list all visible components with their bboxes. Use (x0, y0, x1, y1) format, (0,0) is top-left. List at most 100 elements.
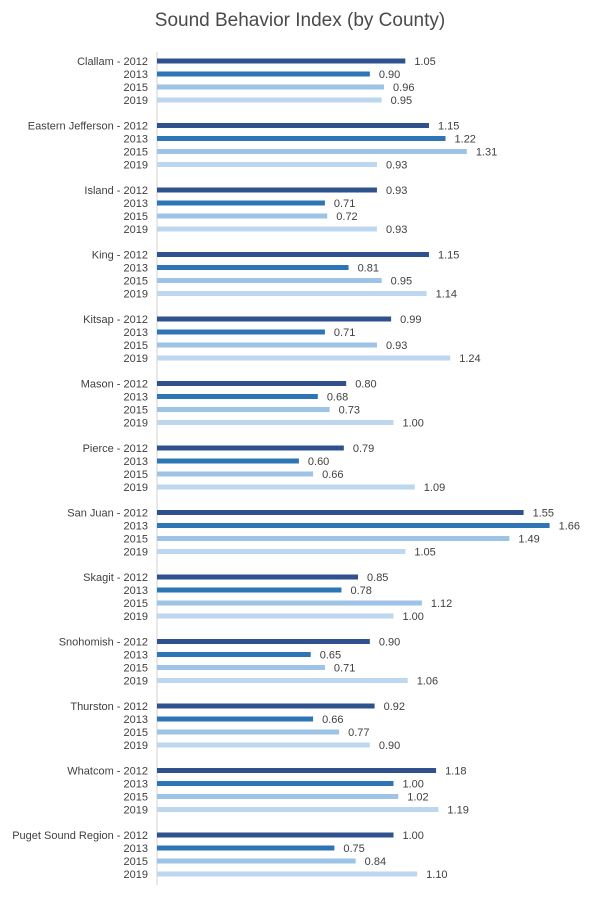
value-label: 0.93 (386, 160, 407, 172)
category-label: 2013 (124, 263, 148, 275)
value-label: 0.92 (384, 701, 405, 713)
value-label: 1.31 (476, 147, 497, 159)
category-label: 2013 (124, 650, 148, 662)
bar-2015 (157, 600, 422, 606)
category-label: 2015 (124, 340, 148, 352)
bar-2012 (157, 123, 429, 128)
bar-2019 (157, 355, 451, 361)
value-label: 0.66 (322, 469, 343, 481)
bar-2012 (157, 832, 394, 838)
county-group-whatcom: Whatcom - 2012 1.18 2013 1.00 2015 1.02 2019 1.… (67, 766, 469, 817)
value-label: 0.60 (308, 456, 329, 468)
category-label: 2015 (124, 147, 148, 159)
bar-2013 (157, 781, 394, 786)
bar-2015 (157, 213, 328, 219)
category-label: Island - 2012 (84, 185, 148, 197)
bar-2019 (157, 291, 427, 296)
bar-2012 (157, 58, 406, 64)
bar-2013 (157, 329, 325, 335)
value-label: 1.22 (455, 134, 476, 146)
county-group-skagit: Skagit - 2012 0.85 2013 0.78 2015 1.12 2019 1.0… (83, 572, 452, 623)
value-label: 0.72 (336, 211, 357, 223)
category-label: 2019 (124, 611, 148, 623)
bar-2012 (157, 768, 437, 773)
value-label: 1.24 (459, 353, 480, 365)
category-label: Puget Sound Region - 2012 (12, 830, 148, 842)
category-label: Kitsap - 2012 (83, 314, 148, 326)
bar-2015 (157, 84, 385, 90)
bar-2019 (157, 97, 382, 103)
value-label: 1.55 (533, 508, 554, 520)
value-label: 1.15 (438, 121, 459, 133)
category-label: 2013 (124, 714, 148, 726)
bar-2015 (157, 149, 467, 154)
value-label: 0.75 (343, 843, 364, 855)
value-label: 1.05 (414, 56, 435, 68)
bar-2013 (157, 652, 311, 657)
category-label: 2013 (124, 392, 148, 404)
county-group-san-juan: San Juan - 2012 1.55 2013 1.66 2015 1.49 2019 1… (67, 508, 580, 559)
value-label: 0.90 (379, 69, 400, 81)
value-label: 0.71 (334, 663, 355, 675)
bar-2015 (157, 407, 330, 412)
bar-2012 (157, 445, 344, 451)
bar-2013 (157, 587, 342, 593)
county-group-island: Island - 2012 0.93 2013 0.71 2015 0.72 2019 0.9… (84, 185, 407, 236)
category-label: 2019 (124, 740, 148, 752)
bar-2019 (157, 162, 377, 167)
category-label: 2019 (124, 95, 148, 107)
value-label: 0.84 (365, 856, 386, 868)
category-label: Thurston - 2012 (70, 701, 148, 713)
category-label: San Juan - 2012 (67, 508, 148, 520)
value-label: 0.99 (400, 314, 421, 326)
bar-2019 (157, 807, 439, 812)
category-label: 2019 (124, 289, 148, 301)
bar-2019 (157, 484, 415, 490)
bar-2019 (157, 549, 406, 554)
category-label: 2013 (124, 456, 148, 468)
bar-2015 (157, 858, 356, 864)
category-label: 2013 (124, 198, 148, 210)
value-label: 0.85 (367, 572, 388, 584)
bar-2012 (157, 316, 392, 322)
category-label: 2015 (124, 663, 148, 675)
category-label: 2019 (124, 547, 148, 559)
category-label: 2019 (124, 805, 148, 817)
county-group-snohomish: Snohomish - 2012 0.90 2013 0.65 2015 0.71 2019… (59, 637, 438, 688)
value-label: 0.93 (386, 185, 407, 197)
value-label: 0.65 (320, 650, 341, 662)
bar-2019 (157, 871, 418, 877)
bar-2012 (157, 381, 347, 386)
bar-2013 (157, 265, 349, 270)
value-label: 1.00 (403, 779, 424, 791)
value-label: 0.73 (339, 405, 360, 417)
category-label: 2013 (124, 585, 148, 597)
value-label: 0.77 (348, 727, 369, 739)
bar-2015 (157, 536, 510, 541)
bar-2019 (157, 420, 394, 425)
bar-2012 (157, 639, 370, 644)
category-label: 2013 (124, 327, 148, 339)
category-label: Mason - 2012 (81, 379, 148, 391)
value-label: 0.90 (379, 740, 400, 752)
value-label: 1.06 (417, 676, 438, 688)
bar-2012 (157, 252, 429, 257)
value-label: 1.19 (447, 805, 468, 817)
category-label: Skagit - 2012 (83, 572, 148, 584)
value-label: 0.79 (353, 443, 374, 455)
value-label: 0.95 (391, 95, 412, 107)
value-label: 1.15 (438, 250, 459, 262)
value-label: 1.00 (403, 611, 424, 623)
bar-2013 (157, 394, 318, 399)
category-label: Whatcom - 2012 (67, 766, 148, 778)
category-label: 2015 (124, 598, 148, 610)
category-label: Pierce - 2012 (83, 443, 148, 455)
bar-2019 (157, 226, 377, 232)
county-group-king: King - 2012 1.15 2013 0.81 2015 0.95 2019 1.14 (92, 250, 460, 301)
value-label: 0.66 (322, 714, 343, 726)
county-group-eastern-jefferson: Eastern Jefferson - 2012 1.15 2013 1.22 2015… (28, 121, 498, 172)
value-label: 1.18 (445, 766, 466, 778)
category-label: 2019 (124, 482, 148, 494)
value-label: 0.81 (358, 263, 379, 275)
